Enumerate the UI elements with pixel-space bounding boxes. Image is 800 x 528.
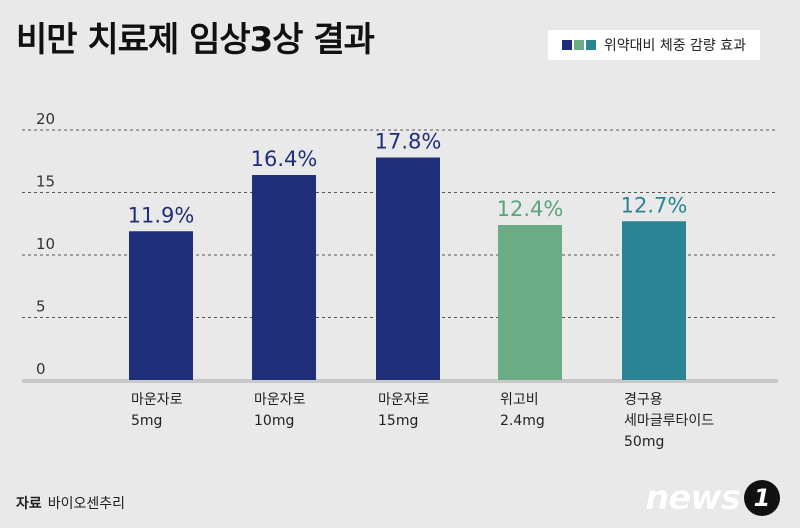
legend-swatch-navy-icon [561,40,572,50]
source-note: 자료 바이오센추리 [16,493,125,513]
source-label: 자료 [16,496,42,512]
x-tick-label: 15mg [378,413,418,429]
y-tick-label: 15 [36,173,55,191]
page-title: 비만 치료제 임상3상 결과 [16,20,375,60]
x-tick-label: 5mg [131,413,162,429]
data-label: 11.9% [128,203,195,227]
bar [129,231,193,380]
legend: 위약대비 체중 감량 효과 [547,30,760,60]
data-label: 12.4% [497,197,564,221]
news1-logo: news 1 [645,478,780,518]
x-tick-label: 10mg [254,413,294,429]
y-tick-label: 10 [36,235,55,253]
data-label: 12.7% [621,193,688,217]
x-tick-label: 세마글루타이드 [624,413,714,429]
bar [498,225,562,380]
legend-label: 위약대비 체중 감량 효과 [603,38,746,54]
legend-swatch-green-icon [573,40,584,50]
x-tick-label: 위고비 [500,392,539,408]
y-tick-label: 5 [36,298,46,316]
x-tick-label: 마운자로 [254,392,306,408]
x-axis-baseline [22,379,778,383]
logo-word: news [645,478,741,518]
bar [376,157,440,380]
x-tick-label: 마운자로 [131,392,183,408]
x-tick-label: 마운자로 [378,392,430,408]
x-tick-label: 2.4mg [500,413,545,429]
data-label: 17.8% [375,130,442,154]
legend-swatch-teal-icon [585,40,596,50]
x-tick-label: 경구용 [624,392,663,408]
bar [622,221,686,380]
y-tick-label: 0 [36,360,46,378]
logo-badge-icon: 1 [744,480,780,516]
data-label: 16.4% [251,147,318,171]
bar [252,175,316,380]
y-tick-label: 20 [36,110,55,128]
x-tick-label: 50mg [624,434,664,450]
source-value: 바이오센추리 [47,496,126,512]
